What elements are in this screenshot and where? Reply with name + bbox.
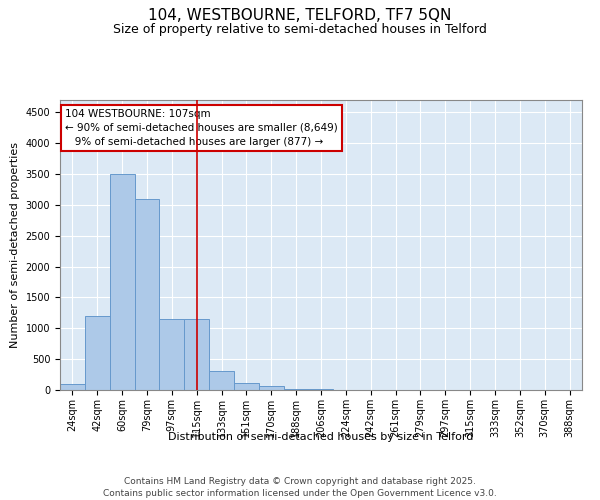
Bar	[184, 319, 209, 390]
Text: Size of property relative to semi-detached houses in Telford: Size of property relative to semi-detach…	[113, 22, 487, 36]
Bar	[134, 198, 160, 390]
Text: Contains HM Land Registry data © Crown copyright and database right 2025.
Contai: Contains HM Land Registry data © Crown c…	[103, 476, 497, 498]
Bar	[85, 316, 110, 390]
Y-axis label: Number of semi-detached properties: Number of semi-detached properties	[10, 142, 20, 348]
Text: 104 WESTBOURNE: 107sqm
← 90% of semi-detached houses are smaller (8,649)
   9% o: 104 WESTBOURNE: 107sqm ← 90% of semi-det…	[65, 108, 338, 146]
Bar	[234, 382, 259, 390]
Bar	[60, 384, 85, 390]
Bar	[209, 372, 234, 390]
Bar	[160, 319, 184, 390]
Bar	[284, 389, 308, 390]
Bar	[110, 174, 134, 390]
Text: 104, WESTBOURNE, TELFORD, TF7 5QN: 104, WESTBOURNE, TELFORD, TF7 5QN	[148, 8, 452, 22]
Bar	[259, 386, 284, 390]
Text: Distribution of semi-detached houses by size in Telford: Distribution of semi-detached houses by …	[169, 432, 473, 442]
